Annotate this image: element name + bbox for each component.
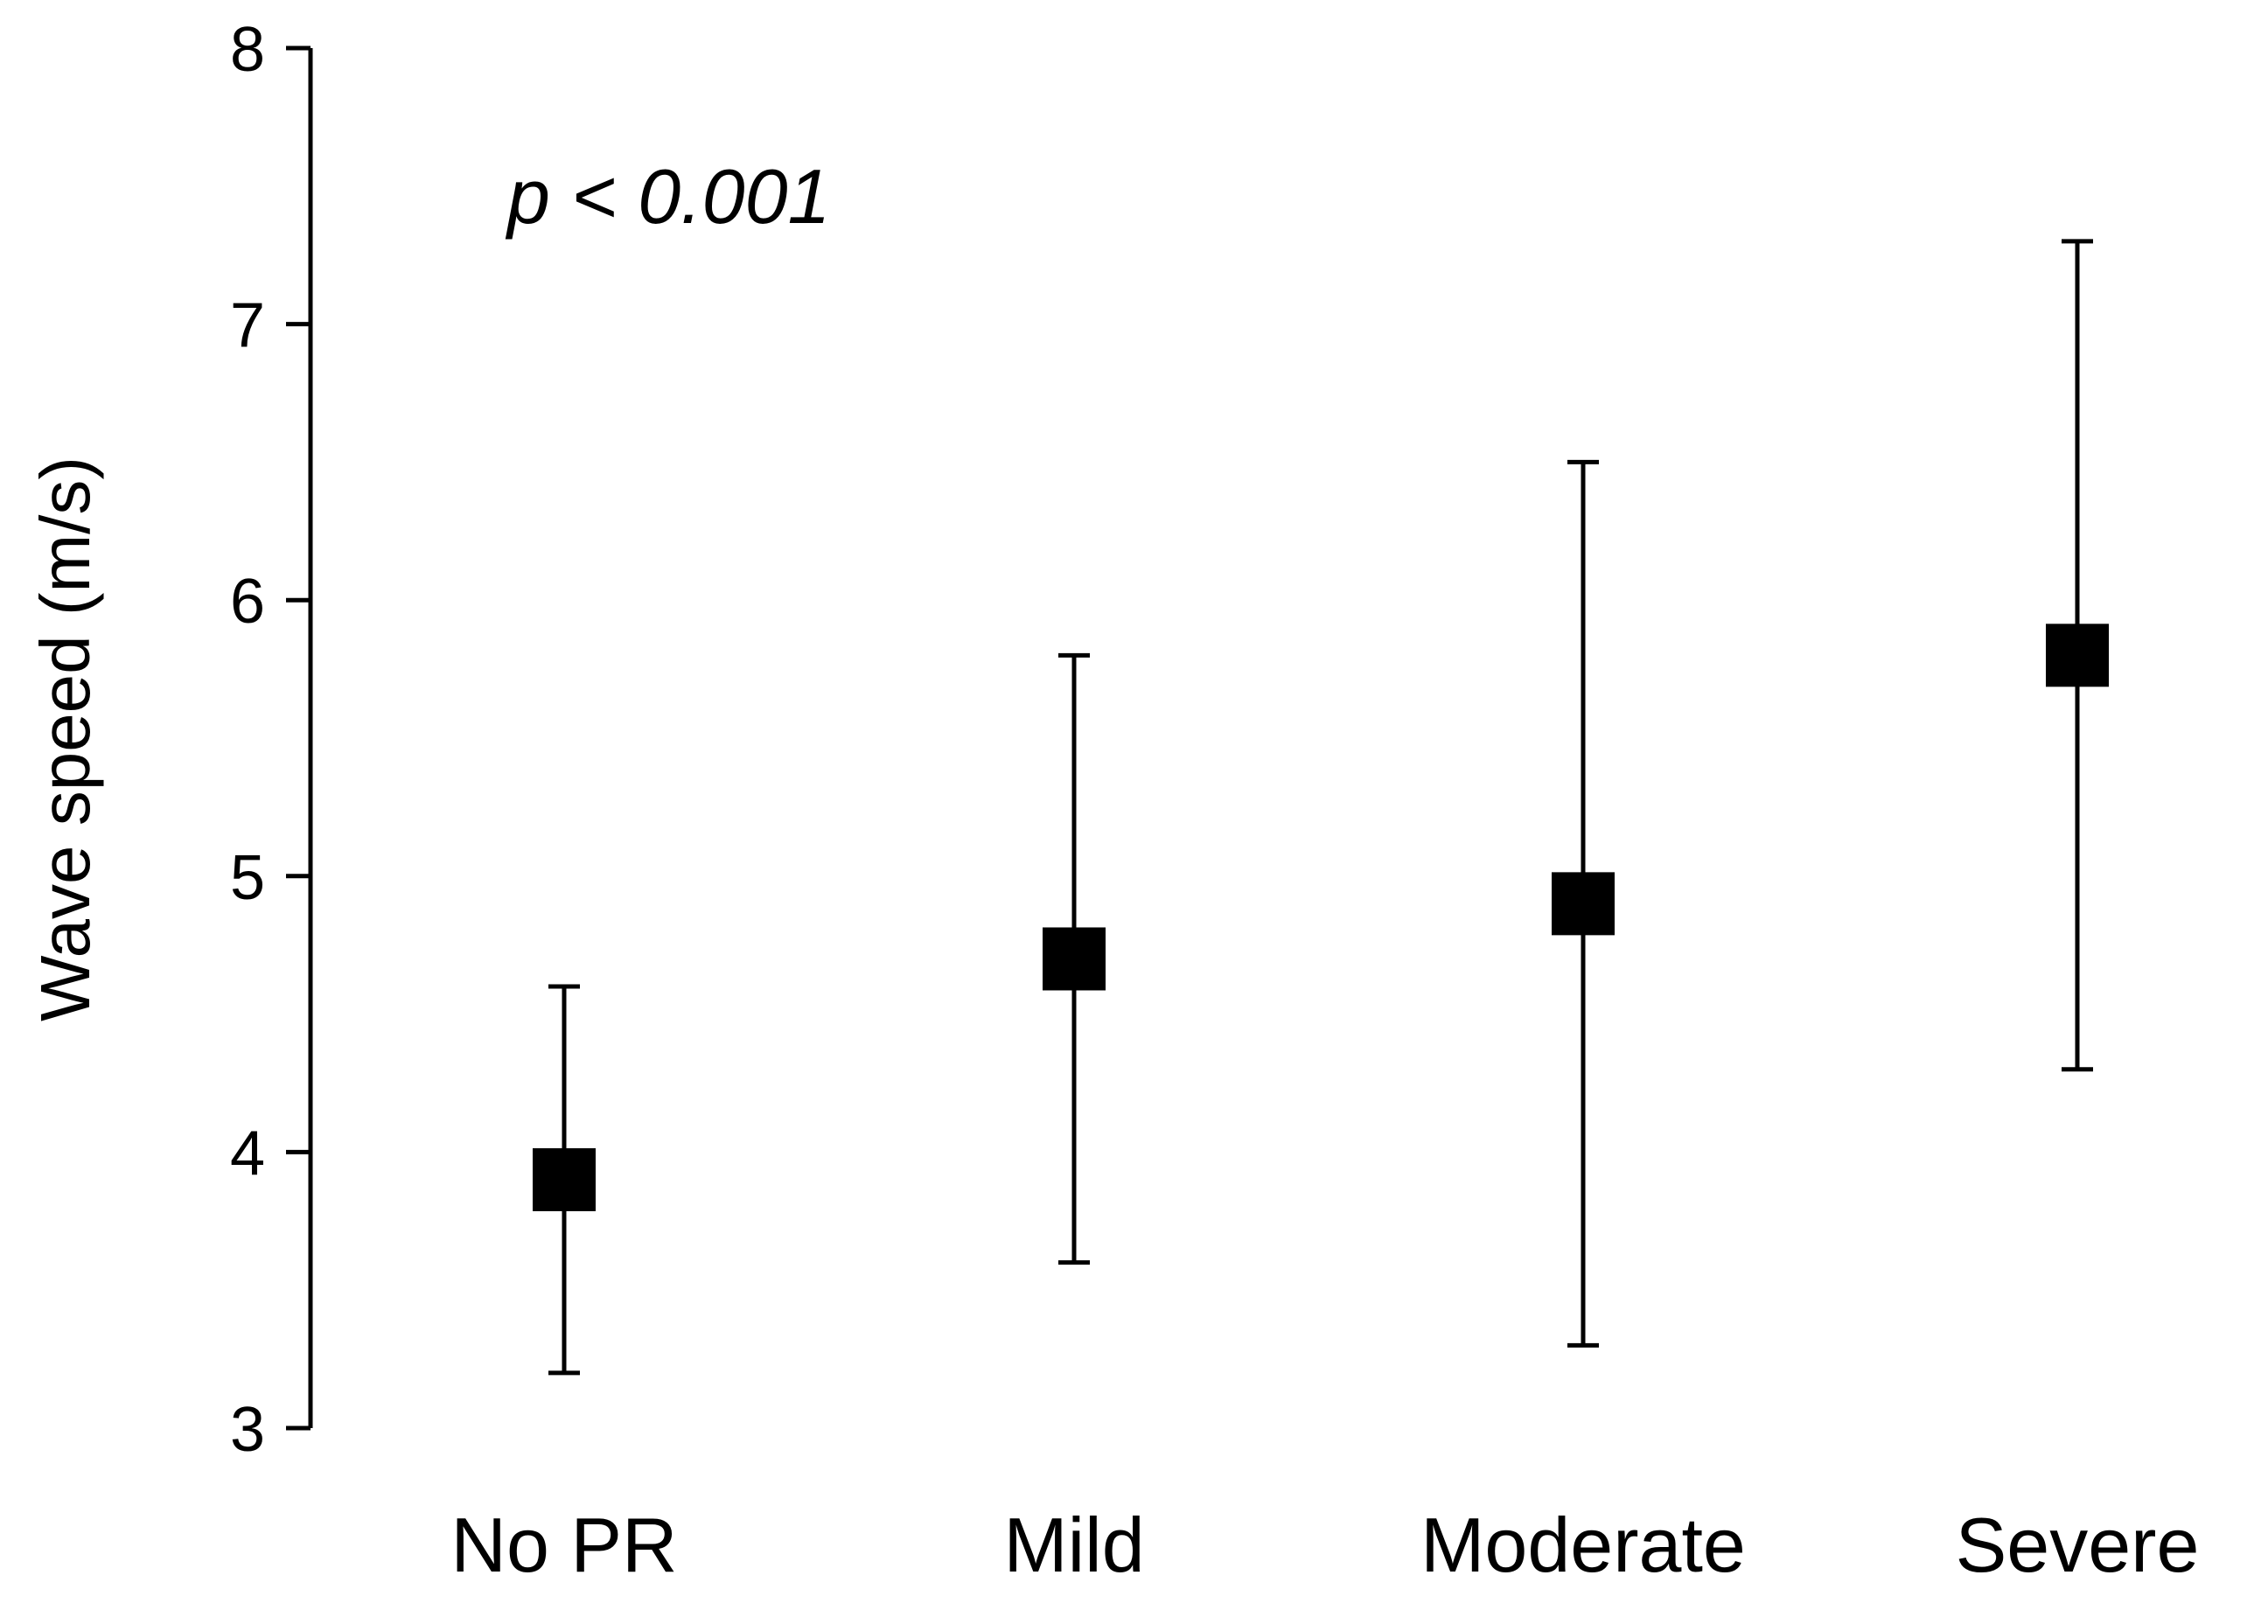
y-tick-label-7: 7 [230,291,265,361]
y-tick-label-4: 4 [230,1119,265,1188]
markers [533,624,2109,1211]
data-point-2 [1552,872,1615,936]
y-tick-label-6: 6 [230,567,265,637]
data-point-0 [533,1147,596,1211]
y-tick-label-8: 8 [230,15,265,85]
error-bars [548,239,2093,1376]
data-point-1 [1043,927,1106,991]
data-point-3 [2046,624,2109,687]
labels: Wave speed (m/s) p < 0.001 3 4 5 6 7 8 No PR Mi… [26,15,2199,1588]
y-tick-label-5: 5 [230,843,265,913]
y-tick-label-3: 3 [230,1395,265,1465]
p-value-annotation: p < 0.001 [505,153,830,240]
axes [286,45,313,1431]
x-category-label-3: Severe [1956,1502,2200,1588]
x-category-label-2: Moderate [1420,1502,1746,1588]
x-category-label-1: Mild [1003,1502,1144,1588]
y-axis-title: Wave speed (m/s) [26,457,104,1021]
x-category-label-0: No PR [450,1502,677,1588]
